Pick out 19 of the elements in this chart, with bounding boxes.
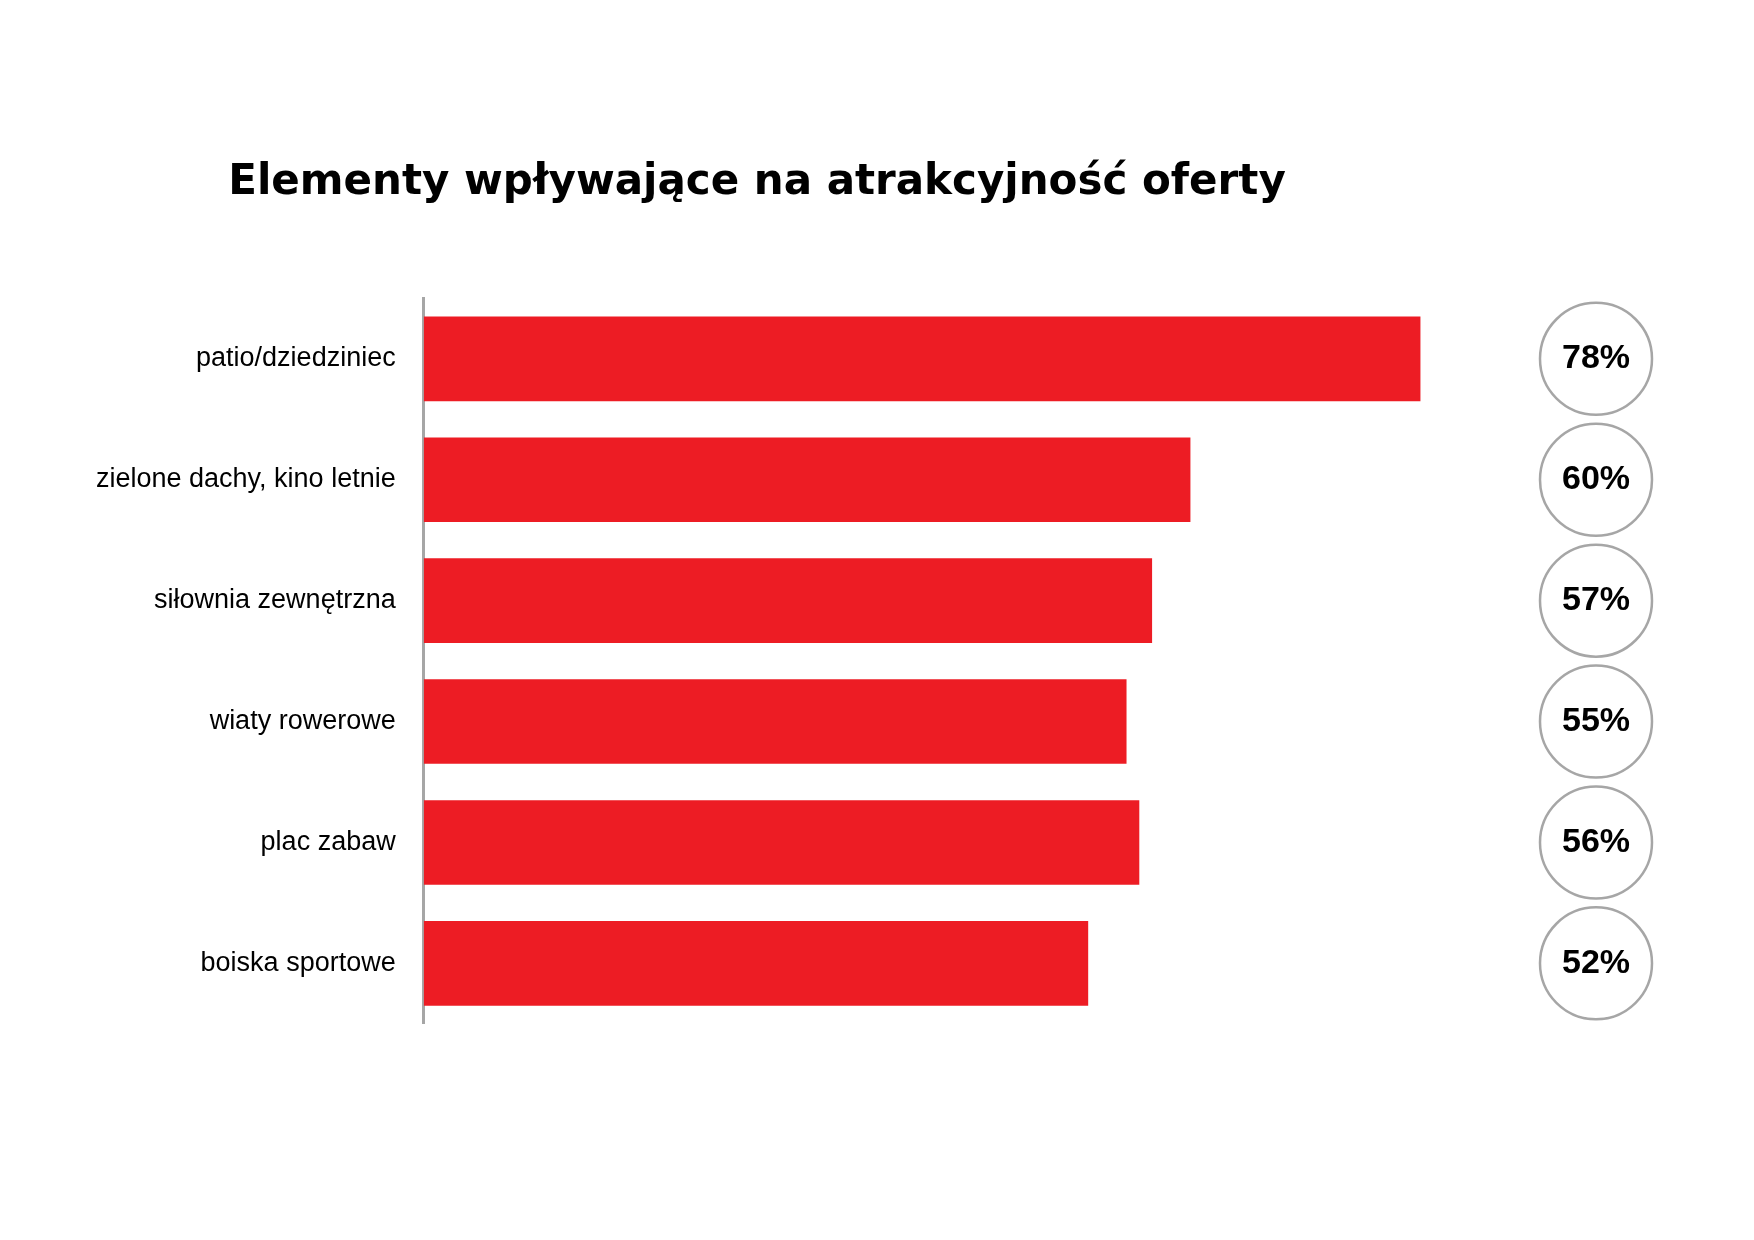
bar xyxy=(423,921,1089,1006)
data-label: 78% xyxy=(1561,337,1631,376)
y-tick-label: plac zabaw xyxy=(260,825,397,856)
data-label: 56% xyxy=(1561,820,1631,859)
y-tick-label: siłownia zewnętrzna xyxy=(154,584,397,615)
bar xyxy=(423,437,1191,523)
data-label: 55% xyxy=(1561,699,1631,738)
bar xyxy=(423,800,1140,885)
chart-title: Elementy wpływające na atrakcyjność oferty xyxy=(228,155,1286,205)
y-tick-label: wiaty rowerowe xyxy=(208,705,396,735)
y-tick-label: boiska sportowe xyxy=(200,946,396,977)
data-label: 57% xyxy=(1561,579,1631,618)
bar xyxy=(423,558,1153,643)
data-label: 52% xyxy=(1561,941,1631,980)
bar xyxy=(423,316,1421,402)
bar xyxy=(423,679,1127,764)
data-label: 60% xyxy=(1561,458,1631,497)
y-tick-label: zielone dachy, kino letnie xyxy=(95,463,396,494)
y-tick-label: patio/dziedziniec xyxy=(196,342,396,373)
